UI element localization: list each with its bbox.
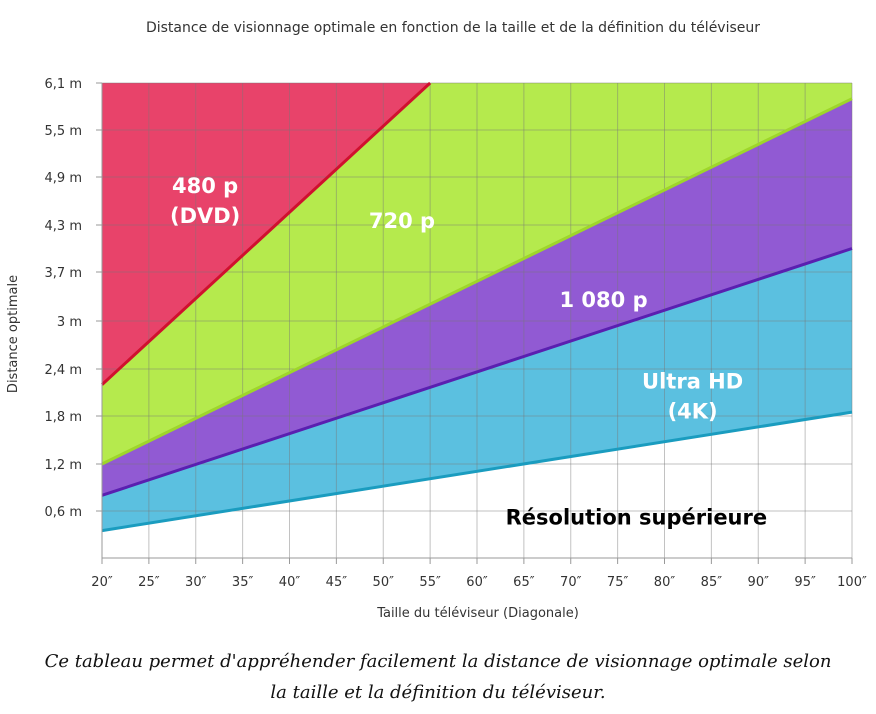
series-line-ultra-hd [101, 410, 853, 533]
series-line-480p [100, 81, 432, 386]
x-tick-label: 90″ [748, 575, 770, 590]
x-tick-label: 70″ [560, 575, 582, 590]
chart-svg: 20″ 25″ 30″ 35″ 40″ 45″ 50″ 55″ 60″ 65″ 70″ 75″ 80″ 8… [6, 20, 867, 621]
y-tick-label: 3,7 m [45, 266, 82, 281]
series-line-720p [101, 97, 853, 466]
y-tick-label: 6,1 m [45, 77, 82, 92]
x-tick-label: 60″ [466, 575, 488, 590]
x-tick-label: 75″ [607, 575, 629, 590]
label-ultra-hd-line-1: Ultra HD [642, 369, 743, 393]
y-tick-label: 2,4 m [45, 363, 82, 378]
x-tick-label: 45″ [326, 575, 348, 590]
label-resolution-superieure: Résolution supérieure [506, 505, 768, 529]
y-tick-label: 4,9 m [45, 171, 82, 186]
label-ultra-hd-line-2: (4K) [668, 399, 718, 423]
x-tick-label: 50″ [373, 575, 395, 590]
x-tick-label: 30″ [185, 575, 207, 590]
region-720p [102, 83, 852, 464]
y-tick-label: 5,5 m [45, 124, 82, 139]
x-tick-label: 40″ [279, 575, 301, 590]
label-480p-line-1: 480 p [172, 174, 238, 198]
chart-title: Distance de visionnage optimale en fonct… [146, 20, 760, 36]
x-tick-label: 35″ [232, 575, 254, 590]
x-tick-label: 65″ [513, 575, 535, 590]
label-480p-line-2: (DVD) [170, 204, 240, 228]
caption-line-1: Ce tableau permet d'appréhender facileme… [44, 651, 832, 672]
y-tick-label: 1,8 m [45, 410, 82, 425]
x-tick-label: 85″ [701, 575, 723, 590]
region-1080p [102, 98, 852, 496]
y-tick-label: 0,6 m [45, 505, 82, 520]
y-tick-label: 1,2 m [45, 458, 82, 473]
x-tick-label: 55″ [419, 575, 441, 590]
series-line-1080p [101, 247, 853, 497]
x-tick-label: 25″ [138, 575, 160, 590]
y-axis-title: Distance optimale [6, 275, 21, 393]
x-tick-label: 100″ [837, 575, 867, 590]
x-axis-title: Taille du téléviseur (Diagonale) [376, 606, 579, 621]
label-1080p: 1 080 p [560, 288, 648, 312]
chart: 20″ 25″ 30″ 35″ 40″ 45″ 50″ 55″ 60″ 65″ 70″ 75″ 80″ 8… [6, 20, 867, 621]
caption: Ce tableau permet d'appréhender facileme… [0, 646, 876, 708]
caption-line-2: la taille et la définition du téléviseur… [270, 682, 606, 703]
label-720p: 720 p [369, 209, 435, 233]
y-tick-label: 4,3 m [45, 219, 82, 234]
x-tick-label: 20″ [91, 575, 113, 590]
y-tick-label: 3 m [57, 315, 82, 330]
grid [101, 82, 853, 558]
x-tick-label: 80″ [654, 575, 676, 590]
x-tick-label: 95″ [794, 575, 816, 590]
region-ultra-hd [102, 248, 852, 531]
